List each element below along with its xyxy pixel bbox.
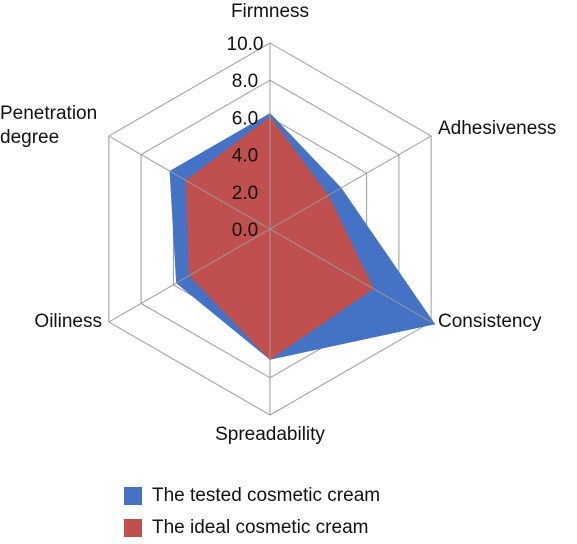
legend-swatch-tested [124, 487, 142, 505]
radar-spokes [108, 43, 432, 415]
spoke-adhesiveness [269, 135, 432, 230]
tick-label-1: 2.0 [232, 183, 258, 204]
legend-swatch-ideal [124, 519, 142, 537]
axis-label-oiliness: Oiliness [34, 311, 102, 332]
spoke-oiliness [108, 228, 271, 323]
radar-series [169, 112, 436, 361]
axis-label-adhesiveness: Adhesiveness [438, 118, 556, 139]
radar-tick-labels: 0.0 2.0 4.0 6.0 8.0 10.0 [227, 34, 264, 241]
radar-chart: 0.0 2.0 4.0 6.0 8.0 10.0 Firmness Adhesiveness… [0, 1, 556, 445]
legend-item-tested: The tested cosmetic cream [124, 480, 380, 512]
spoke-consistency [269, 228, 432, 323]
axis-label-penetration-degree: Penetration degree [0, 103, 97, 148]
radar-axis-labels: Firmness Adhesiveness Consistency Spreadabi… [0, 1, 556, 445]
legend-label-ideal: The ideal cosmetic cream [152, 517, 369, 538]
tick-label-5: 10.0 [227, 34, 264, 55]
axis-label-spreadability: Spreadability [215, 424, 325, 445]
tick-label-4: 8.0 [232, 71, 258, 92]
tick-label-3: 6.0 [232, 108, 258, 129]
axis-label-consistency: Consistency [438, 311, 542, 332]
legend-item-ideal: The ideal cosmetic cream [124, 512, 380, 544]
tick-label-0: 0.0 [232, 220, 258, 241]
tick-label-2: 4.0 [232, 146, 258, 167]
axis-label-firmness: Firmness [231, 1, 309, 22]
legend-label-tested: The tested cosmetic cream [152, 485, 381, 506]
chart-legend: The tested cosmetic cream The ideal cosm… [124, 480, 380, 544]
spoke-penetration-degree [108, 135, 271, 230]
series-point-the-tested-cosmetic-cream-consistency [433, 323, 436, 325]
